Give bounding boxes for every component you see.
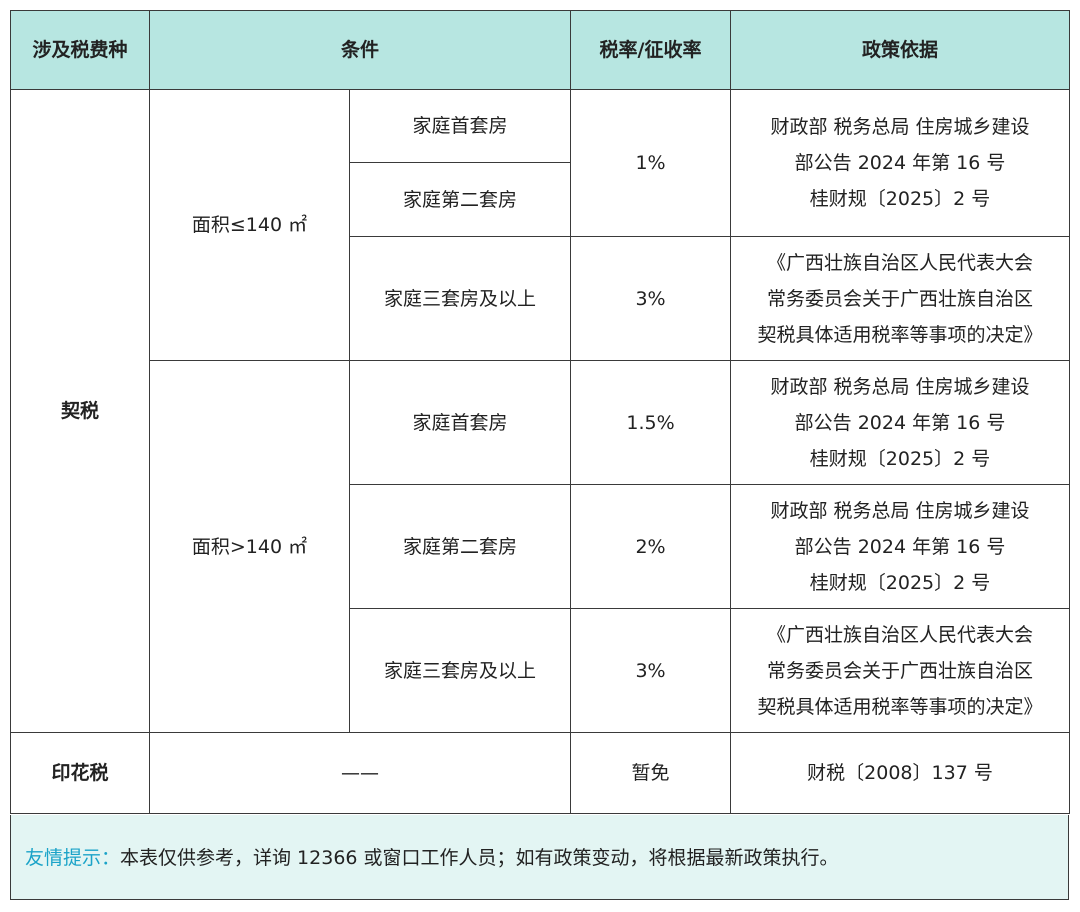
- rate-cell: 2%: [570, 484, 732, 609]
- table-row: 家庭三套房及以上 3% 《广西壮族自治区人民代表大会 常务委员会关于广西壮族自治…: [11, 608, 1071, 733]
- basis-line: 《广西壮族自治区人民代表大会: [767, 623, 1034, 646]
- area-cell: 面积>140 ㎡: [149, 360, 350, 733]
- notice-text: 友情提示：本表仅供参考，详询 12366 或窗口工作人员；如有政策变动，将根据最…: [25, 846, 839, 870]
- rate-cell: 1.5%: [570, 360, 732, 485]
- basis-line: 部公告 2024 年第 16 号: [794, 535, 1006, 558]
- basis-line: 契税具体适用税率等事项的决定》: [757, 695, 1043, 718]
- policy-basis-cell: 财政部 税务总局 住房城乡建设 部公告 2024 年第 16 号 桂财规〔202…: [730, 360, 1071, 485]
- area-cell: 面积≤140 ㎡: [149, 89, 350, 361]
- basis-line: 财政部 税务总局 住房城乡建设: [770, 116, 1030, 138]
- house-type-cell: 家庭三套房及以上: [348, 236, 572, 361]
- basis-line: 桂财规〔2025〕2 号: [809, 447, 991, 470]
- deed-tax-cell: 契税: [10, 89, 150, 733]
- basis-line: 财政部 税务总局 住房城乡建设: [770, 499, 1030, 522]
- table-row: 印花税 —— 暂免 财税〔2008〕137 号: [10, 732, 1071, 814]
- house-type-cell: 家庭三套房及以上: [348, 608, 572, 733]
- stamp-tax-cell: 印花税: [10, 732, 150, 814]
- rate-cell: 1%: [570, 89, 732, 237]
- basis-line: 常务委员会关于广西壮族自治区: [767, 659, 1034, 682]
- policy-basis-cell: 财政部 税务总局 住房城乡建设 部公告 2024 年第 16 号 桂财规〔202…: [730, 484, 1071, 609]
- basis-line: 桂财规〔2025〕2 号: [809, 188, 991, 210]
- rate-cell: 3%: [570, 236, 732, 361]
- table-row: 家庭第二套房 2% 财政部 税务总局 住房城乡建设 部公告 2024 年第 16…: [11, 484, 1071, 609]
- basis-line: 财政部 税务总局 住房城乡建设: [770, 375, 1030, 398]
- notice-label: 友情提示：: [25, 847, 121, 869]
- header-tax-type: 涉及税费种: [10, 10, 150, 90]
- header-condition: 条件: [148, 10, 572, 90]
- basis-line: 常务委员会关于广西壮族自治区: [767, 287, 1034, 310]
- header-row: 涉及税费种 条件 税率/征收率 政策依据: [10, 10, 1071, 90]
- policy-basis-cell: 财政部 税务总局 住房城乡建设 部公告 2024 年第 16 号 桂财规〔202…: [730, 89, 1071, 237]
- policy-basis-cell: 财税〔2008〕137 号: [730, 732, 1071, 814]
- condition-cell: ——: [148, 732, 572, 814]
- table-row: 家庭三套房及以上 3% 《广西壮族自治区人民代表大会 常务委员会关于广西壮族自治…: [11, 236, 1071, 361]
- basis-line: 《广西壮族自治区人民代表大会: [767, 251, 1034, 274]
- basis-line: 部公告 2024 年第 16 号: [794, 411, 1006, 434]
- table-row: 契税 面积≤140 ㎡ 家庭首套房 1% 财政部 税务总局 住房城乡建设 部公告…: [10, 89, 1071, 733]
- header-rate: 税率/征收率: [570, 10, 732, 90]
- house-type-cell: 家庭首套房: [348, 89, 572, 163]
- table-row: 家庭第二套房: [11, 162, 1070, 237]
- house-type-cell: 家庭第二套房: [348, 162, 572, 237]
- policy-basis-cell: 《广西壮族自治区人民代表大会 常务委员会关于广西壮族自治区 契税具体适用税率等事…: [730, 608, 1071, 733]
- tax-policy-table: 涉及税费种 条件 税率/征收率 政策依据 契税 面积≤140 ㎡ 家庭首套房 1…: [10, 10, 1071, 814]
- basis-line: 桂财规〔2025〕2 号: [809, 571, 991, 594]
- house-type-cell: 家庭第二套房: [348, 484, 572, 609]
- basis-line: 契税具体适用税率等事项的决定》: [757, 323, 1043, 346]
- table-row: 面积>140 ㎡ 家庭首套房 1.5% 财政部 税务总局 住房城乡建设 部公告 …: [11, 360, 1071, 733]
- rate-cell: 暂免: [570, 732, 732, 814]
- basis-line: 部公告 2024 年第 16 号: [794, 152, 1006, 174]
- notice-box: 友情提示：本表仅供参考，详询 12366 或窗口工作人员；如有政策变动，将根据最…: [10, 815, 1069, 900]
- policy-basis-cell: 《广西壮族自治区人民代表大会 常务委员会关于广西壮族自治区 契税具体适用税率等事…: [730, 236, 1071, 361]
- house-type-cell: 家庭首套房: [348, 360, 572, 485]
- notice-body: 本表仅供参考，详询 12366 或窗口工作人员；如有政策变动，将根据最新政策执行…: [120, 847, 839, 869]
- rate-cell: 3%: [570, 608, 732, 733]
- header-basis: 政策依据: [730, 10, 1071, 90]
